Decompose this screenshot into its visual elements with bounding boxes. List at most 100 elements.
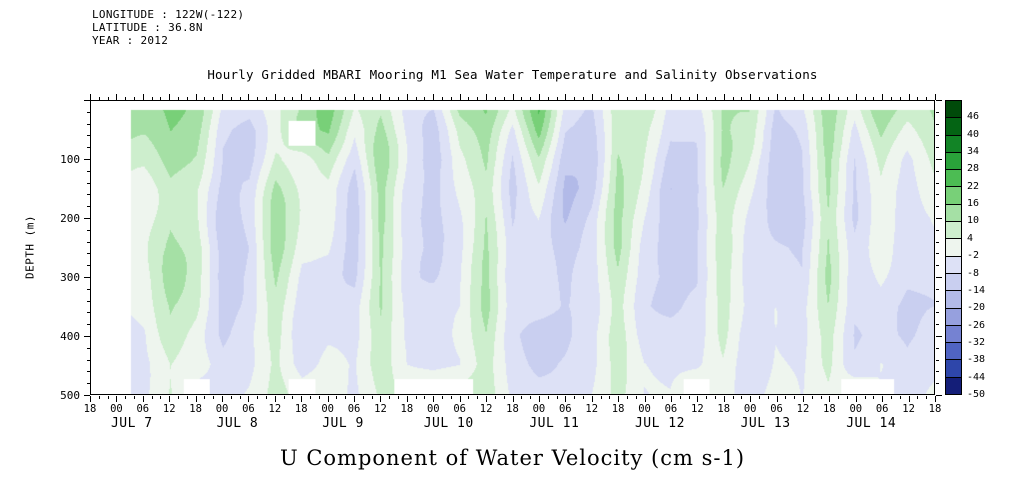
x-tick — [433, 396, 435, 402]
x-tick — [758, 396, 760, 399]
x-tick — [494, 97, 496, 100]
x-tick-label: 18 — [928, 403, 942, 415]
x-tick — [802, 94, 804, 100]
y-tick — [936, 347, 939, 349]
x-tick — [732, 97, 734, 100]
y-tick — [936, 100, 942, 101]
x-tick — [776, 94, 778, 100]
y-tick — [84, 336, 90, 337]
x-tick — [371, 97, 373, 100]
x-tick — [257, 97, 259, 100]
heatmap-canvas — [91, 101, 934, 394]
x-tick-label: 00 — [638, 403, 651, 415]
colorbar-cell — [946, 291, 961, 309]
x-tick — [882, 396, 884, 402]
y-tick — [936, 218, 942, 219]
x-tick — [582, 396, 584, 399]
x-tick — [345, 97, 347, 100]
y-tick — [87, 147, 90, 149]
x-tick — [626, 97, 628, 100]
y-tick — [87, 312, 90, 314]
colorbar-tick-label: 4 — [967, 232, 974, 244]
x-tick — [318, 97, 320, 100]
x-tick — [512, 94, 514, 100]
x-tick — [389, 97, 391, 100]
colorbar-tick-label: 16 — [967, 198, 980, 210]
y-tick — [87, 170, 90, 172]
x-tick — [908, 396, 910, 402]
colorbar-cell — [946, 187, 961, 205]
x-tick-label: 06 — [242, 403, 255, 415]
x-tick — [398, 396, 400, 399]
x-tick — [169, 94, 171, 100]
x-tick-label: 12 — [796, 403, 810, 415]
x-tick — [98, 97, 100, 100]
x-tick — [917, 396, 919, 399]
x-tick — [846, 97, 848, 100]
x-tick — [248, 396, 250, 402]
x-tick — [186, 396, 188, 399]
day-label: JUL 9 — [322, 416, 364, 431]
x-tick — [406, 396, 408, 402]
x-tick — [327, 396, 329, 402]
x-tick — [134, 97, 135, 100]
y-tick — [87, 383, 90, 385]
x-tick — [512, 396, 514, 402]
x-tick — [538, 396, 540, 402]
y-tick — [936, 253, 939, 255]
colorbar-tick-label: 10 — [967, 215, 980, 227]
y-tick — [87, 253, 90, 255]
y-tick — [84, 277, 90, 278]
x-tick-label: 06 — [558, 403, 572, 415]
x-tick-label: 06 — [770, 403, 783, 415]
x-tick — [362, 396, 364, 399]
x-tick — [318, 396, 320, 399]
colorbar-tick-label: -32 — [967, 336, 986, 348]
x-tick — [635, 396, 637, 399]
colorbar-cell — [946, 239, 961, 257]
x-tick — [794, 97, 796, 100]
day-label: JUL 13 — [740, 416, 791, 431]
x-tick — [354, 94, 356, 100]
y-tick — [936, 324, 939, 326]
x-tick — [890, 396, 892, 399]
day-label: JUL 7 — [110, 416, 153, 431]
y-tick — [87, 241, 90, 243]
x-tick-label: 12 — [374, 403, 387, 415]
x-tick — [116, 396, 118, 402]
x-tick — [679, 97, 681, 100]
x-tick — [415, 396, 417, 399]
y-tick — [936, 170, 939, 172]
y-tick — [87, 194, 90, 196]
y-tick — [936, 123, 939, 125]
x-tick — [213, 396, 215, 399]
x-tick — [741, 97, 743, 100]
x-tick — [600, 396, 602, 399]
x-tick — [178, 396, 180, 399]
x-tick-label: 12 — [691, 403, 704, 415]
y-tick — [84, 159, 90, 160]
x-tick — [125, 97, 127, 100]
x-tick — [459, 94, 461, 100]
colorbar-tick-label: 34 — [967, 146, 980, 158]
y-tick — [87, 359, 90, 361]
x-tick — [794, 396, 796, 399]
x-tick-label: 06 — [875, 403, 889, 415]
colorbar-cell — [946, 152, 961, 171]
x-tick-label: 18 — [400, 403, 414, 415]
x-tick — [90, 94, 91, 100]
x-tick — [811, 396, 813, 399]
x-tick — [477, 97, 479, 100]
x-tick — [618, 94, 620, 100]
x-tick — [688, 396, 690, 399]
x-tick-label: 00 — [849, 403, 863, 415]
x-tick-label: 12 — [902, 403, 915, 415]
y-tick — [84, 100, 90, 101]
x-tick — [538, 94, 540, 100]
colorbar-tick-label: 46 — [967, 111, 980, 123]
y-tick — [84, 218, 90, 219]
x-tick — [424, 97, 426, 100]
x-tick-label: 18 — [83, 403, 97, 415]
x-tick-label: 18 — [823, 403, 836, 415]
x-tick — [820, 396, 822, 399]
